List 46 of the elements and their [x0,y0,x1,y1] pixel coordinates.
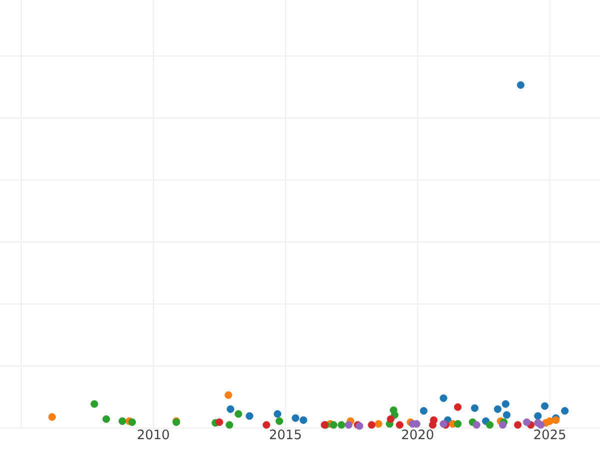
point [262,421,270,429]
point [226,405,234,413]
point [396,421,404,429]
point [300,416,308,424]
point [516,81,525,89]
point [486,421,494,429]
point [472,421,480,429]
point [226,421,234,429]
x-tick-label: 2025 [534,430,566,440]
point [454,420,462,428]
point [330,421,338,429]
point [561,407,569,415]
point [514,421,522,429]
point [494,405,502,413]
point [292,414,300,422]
point [224,391,232,399]
point [502,400,510,408]
point [118,417,126,425]
point [246,412,254,420]
point [48,413,56,421]
x-tick-label: 2015 [270,430,301,440]
point [537,421,545,429]
point [440,394,448,402]
point [274,410,282,418]
point [368,421,376,429]
point [276,417,284,425]
point [430,416,438,424]
point [498,421,507,429]
point [522,418,531,426]
point [534,412,542,420]
point [502,411,510,419]
point [216,418,224,426]
point [386,415,394,423]
point [338,421,346,429]
point [470,404,479,412]
point [374,420,382,428]
point [90,400,98,408]
point [234,410,242,418]
point [454,403,462,411]
point [344,421,352,429]
point [540,402,549,410]
x-tick-label: 2020 [402,430,434,440]
x-tick-label: 2010 [138,430,169,440]
point [128,418,136,426]
point [102,415,110,423]
point [420,407,428,415]
